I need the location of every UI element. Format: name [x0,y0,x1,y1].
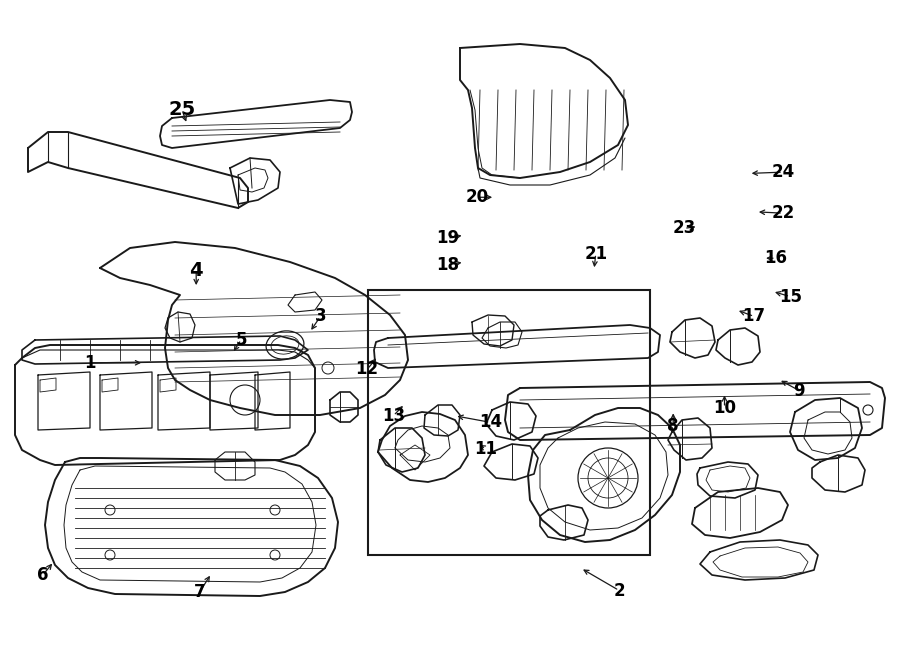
Text: 2: 2 [614,581,625,600]
Text: 4: 4 [189,261,203,279]
Text: 7: 7 [194,583,205,601]
Text: 21: 21 [584,244,608,263]
Text: 20: 20 [465,188,489,207]
Text: 1: 1 [85,354,95,372]
Text: 24: 24 [771,163,795,181]
Text: 25: 25 [168,100,195,118]
Text: 13: 13 [382,406,405,425]
Text: 17: 17 [742,307,766,326]
Text: 10: 10 [713,399,736,417]
Text: 22: 22 [771,204,795,222]
Text: 15: 15 [778,287,802,306]
Bar [368,290,650,555]
Text: 16: 16 [764,249,788,267]
Text: 23: 23 [672,219,696,238]
Text: 18: 18 [436,256,459,274]
Text: 14: 14 [479,413,502,432]
Text: 19: 19 [436,229,459,248]
Text: 8: 8 [668,416,679,435]
Text: 12: 12 [356,360,379,379]
Text: 9: 9 [794,381,805,400]
Text: 3: 3 [315,307,326,326]
Text: 6: 6 [38,565,49,584]
Text: 11: 11 [474,440,498,458]
Text: 5: 5 [236,330,247,349]
